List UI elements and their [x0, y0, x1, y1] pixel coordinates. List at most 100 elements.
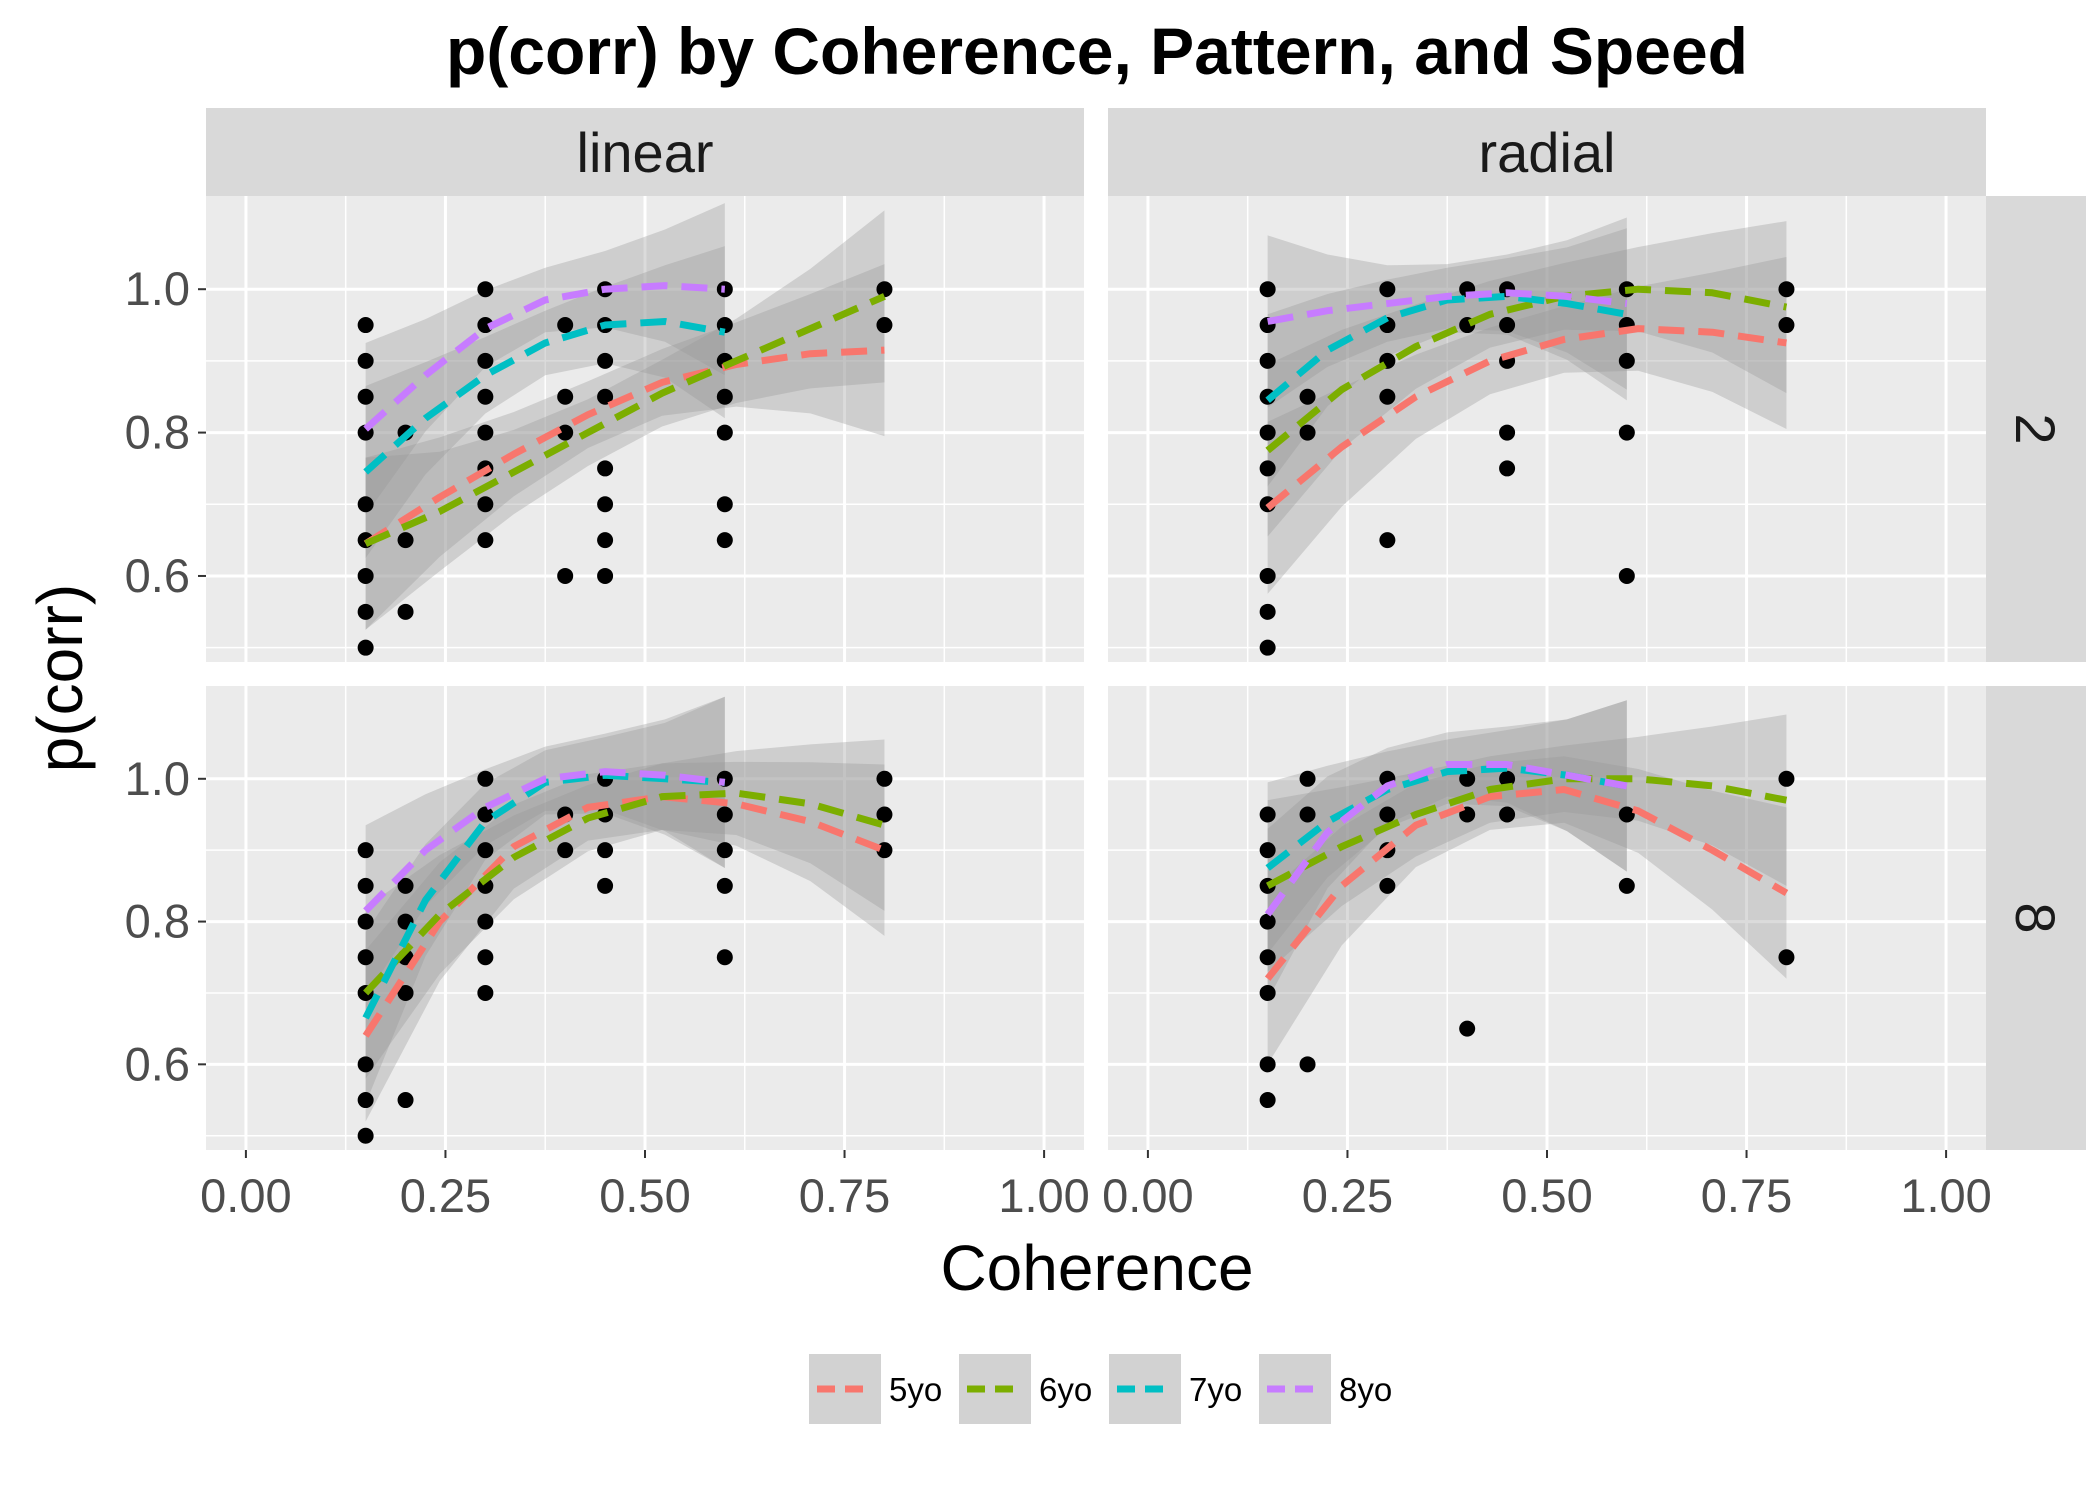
data-point — [597, 567, 614, 584]
x-tick-label: 0.50 — [599, 1169, 690, 1222]
data-point — [357, 842, 374, 859]
confidence-band-6yo — [365, 739, 885, 1079]
data-point — [557, 842, 574, 859]
data-point — [1259, 806, 1276, 823]
data-point — [477, 317, 494, 334]
data-point — [1259, 639, 1276, 656]
x-axis-title: Coherence — [940, 1232, 1253, 1304]
data-point — [557, 317, 574, 334]
facet-label-speed-2: 2 — [2004, 413, 2067, 444]
smooth-line-6yo — [364, 293, 886, 547]
panel-plot-area — [357, 203, 893, 656]
data-point — [1499, 317, 1516, 334]
data-point — [1778, 770, 1795, 787]
data-point — [477, 842, 494, 859]
data-point — [357, 496, 374, 513]
data-point — [876, 281, 893, 298]
data-point — [1618, 806, 1635, 823]
data-point — [1259, 984, 1276, 1001]
data-point — [357, 317, 374, 334]
y-tick-label: 1.0 — [125, 752, 190, 805]
data-point — [1618, 567, 1635, 584]
data-point — [1499, 424, 1516, 441]
data-point — [716, 806, 733, 823]
data-point — [1259, 460, 1276, 477]
facet-strip-radial — [1108, 108, 1986, 196]
panel-radial-speed-2 — [1108, 196, 1986, 662]
data-point — [597, 842, 614, 859]
data-point — [1379, 388, 1396, 405]
y-tick-label: 0.6 — [125, 1037, 190, 1090]
smooth-line-6yo — [1265, 285, 1788, 454]
smooth-line-7yo — [363, 317, 726, 475]
data-point — [1778, 949, 1795, 966]
data-point — [876, 770, 893, 787]
data-point — [597, 388, 614, 405]
data-point — [397, 603, 414, 620]
data-point — [1299, 770, 1316, 787]
data-point — [597, 352, 614, 369]
data-point — [716, 496, 733, 513]
data-point — [1499, 460, 1516, 477]
data-point — [477, 281, 494, 298]
legend-item-5yo: 5yo — [809, 1354, 942, 1424]
data-point — [1299, 1056, 1316, 1073]
data-point — [357, 567, 374, 584]
data-point — [1499, 806, 1516, 823]
y-tick-label: 0.8 — [125, 406, 190, 459]
data-point — [477, 806, 494, 823]
facet-strip-speed-2 — [1986, 196, 2086, 662]
data-point — [1259, 603, 1276, 620]
confidence-band-5yo — [365, 761, 885, 1122]
data-point — [1618, 424, 1635, 441]
data-point — [357, 603, 374, 620]
facet-label-radial: radial — [1479, 121, 1616, 184]
legend-label: 8yo — [1339, 1371, 1392, 1408]
legend-item-8yo: 8yo — [1259, 1354, 1392, 1424]
data-point — [357, 1092, 374, 1109]
smooth-line-6yo — [1266, 775, 1788, 889]
data-point — [357, 877, 374, 894]
data-point — [477, 388, 494, 405]
data-point — [357, 388, 374, 405]
data-point — [716, 532, 733, 549]
smooth-line-7yo — [1265, 292, 1628, 404]
x-tick-label: 0.00 — [1102, 1169, 1193, 1222]
facet-panels — [206, 196, 1986, 1150]
data-point — [597, 496, 614, 513]
data-point — [357, 1056, 374, 1073]
y-tick-label: 1.0 — [125, 262, 190, 315]
smooth-line-5yo — [1265, 325, 1787, 511]
x-tick-label: 0.75 — [799, 1169, 890, 1222]
data-point — [1259, 913, 1276, 930]
facet-strip-linear — [206, 108, 1084, 196]
data-point — [716, 877, 733, 894]
data-point — [1259, 842, 1276, 859]
data-point — [397, 1092, 414, 1109]
data-point — [716, 424, 733, 441]
data-point — [397, 984, 414, 1001]
facet-label-speed-8: 8 — [2004, 902, 2067, 933]
x-tick-label: 0.25 — [400, 1169, 491, 1222]
data-point — [477, 770, 494, 787]
data-point — [597, 877, 614, 894]
x-tick-label: 0.75 — [1701, 1169, 1792, 1222]
data-point — [477, 424, 494, 441]
data-point — [357, 1127, 374, 1144]
smooth-line-8yo — [1264, 761, 1628, 917]
confidence-band-8yo — [365, 696, 725, 997]
x-tick-label: 0.25 — [1302, 1169, 1393, 1222]
data-point — [1259, 424, 1276, 441]
data-point — [557, 424, 574, 441]
data-point — [1259, 949, 1276, 966]
data-point — [597, 460, 614, 477]
legend-label: 7yo — [1189, 1371, 1242, 1408]
smooth-line-5yo — [362, 793, 886, 1038]
x-tick-label: 1.00 — [1900, 1169, 1991, 1222]
facet-label-linear: linear — [577, 121, 714, 184]
smooth-line-8yo — [1267, 289, 1628, 325]
legend-label: 6yo — [1039, 1371, 1092, 1408]
confidence-band-8yo — [1267, 217, 1627, 408]
data-point — [557, 388, 574, 405]
